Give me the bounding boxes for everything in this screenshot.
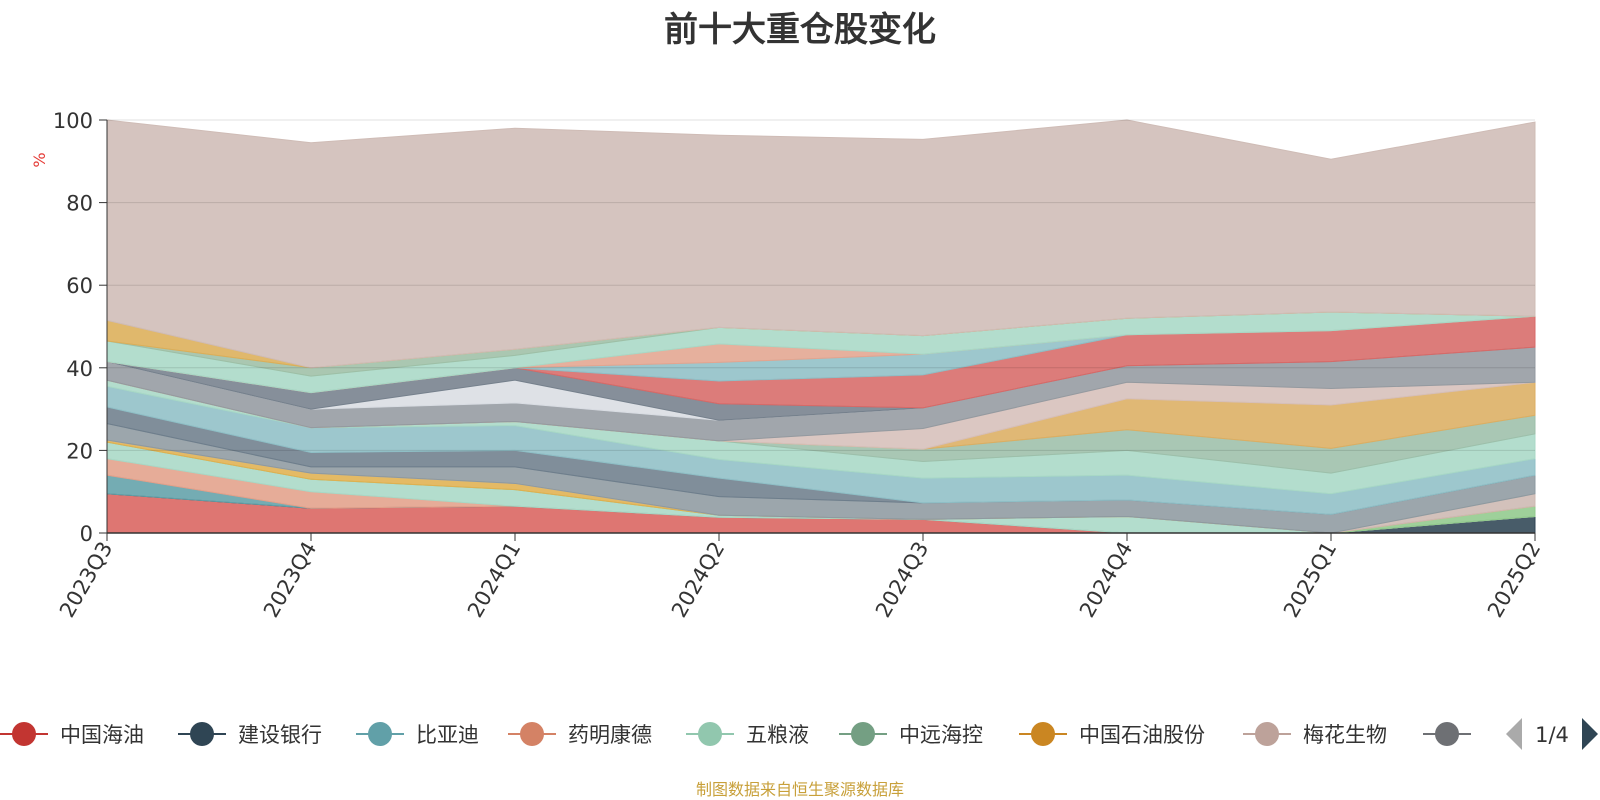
- source-note: 制图数据来自恒生聚源数据库: [695, 780, 904, 799]
- legend-item-5[interactable]: 中远海控: [839, 722, 983, 747]
- legend-page-indicator: 1/4: [1535, 723, 1569, 747]
- grid-lines: [107, 119, 1535, 451]
- legend-marker: [1031, 722, 1055, 746]
- legend-item-2[interactable]: 比亚迪: [356, 722, 479, 747]
- x-tick-label: 2024Q4: [1075, 538, 1137, 622]
- legend-marker: [1255, 722, 1279, 746]
- legend-item-0[interactable]: 中国海油: [0, 722, 144, 747]
- legend-label: 中国石油股份: [1079, 723, 1205, 747]
- y-tick-label: 0: [80, 522, 93, 546]
- legend-item-3[interactable]: 药明康德: [508, 722, 652, 747]
- legend-item-1[interactable]: 建设银行: [178, 722, 322, 747]
- x-tick-label: 2023Q4: [259, 538, 321, 622]
- chart-title: 前十大重仓股变化: [664, 10, 936, 50]
- legend-marker: [1435, 722, 1459, 746]
- legend: 中国海油 建设银行 比亚迪 药明康德 五粮液 中远海控 中国石油股份 梅花生物 1/4: [0, 710, 1600, 760]
- x-tick-label: 2023Q3: [55, 538, 117, 622]
- legend-label: 五粮液: [746, 723, 809, 747]
- x-tick-label: 2024Q3: [871, 538, 933, 622]
- legend-marker: [368, 722, 392, 746]
- y-tick-label: 20: [66, 439, 93, 463]
- x-tick-label: 2024Q2: [667, 538, 729, 622]
- y-tick-label: 60: [66, 274, 93, 298]
- legend-prev-icon[interactable]: [1506, 718, 1522, 750]
- x-tick-label: 2025Q2: [1483, 538, 1545, 622]
- area-series-24: [106, 119, 1536, 369]
- legend-marker: [698, 722, 722, 746]
- legend-label: 梅花生物: [1303, 723, 1387, 747]
- legend-item-6[interactable]: 中国石油股份: [1019, 722, 1205, 747]
- legend-label: 药明康德: [568, 723, 652, 747]
- legend-marker: [851, 722, 875, 746]
- y-tick-label: 40: [66, 357, 93, 381]
- legend-item-8[interactable]: [1423, 722, 1471, 746]
- area-layers: [106, 119, 1536, 534]
- legend-label: 建设银行: [238, 723, 322, 747]
- legend-marker: [12, 722, 36, 746]
- legend-label: 中国海油: [60, 723, 144, 747]
- y-axis-label: %: [30, 152, 49, 167]
- x-tick-label: 2024Q1: [463, 538, 525, 622]
- y-tick-label: 80: [66, 192, 93, 216]
- x-tick-label: 2025Q1: [1279, 538, 1341, 622]
- legend-marker: [190, 722, 214, 746]
- legend-label: 中远海控: [899, 723, 983, 747]
- legend-item-7[interactable]: 梅花生物: [1243, 722, 1387, 747]
- legend-next-icon[interactable]: [1582, 718, 1598, 750]
- legend-item-4[interactable]: 五粮液: [686, 722, 809, 747]
- legend-label: 比亚迪: [416, 723, 479, 747]
- y-tick-label: 100: [53, 109, 93, 133]
- legend-marker: [520, 722, 544, 746]
